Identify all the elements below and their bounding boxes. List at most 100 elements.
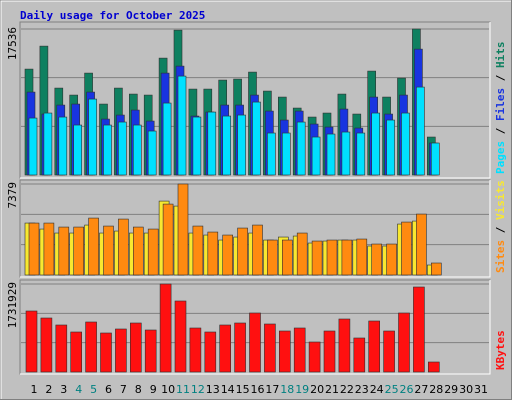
x-tick-label: 3 [60, 383, 67, 396]
bar [43, 222, 55, 276]
bar [371, 112, 381, 176]
x-tick-label: 30 [459, 383, 473, 396]
panel-bevel [20, 280, 491, 375]
bar [100, 332, 112, 373]
x-tick-label: 5 [90, 383, 97, 396]
bar [430, 262, 442, 276]
bar [386, 243, 397, 276]
x-tick-label: 13 [206, 383, 220, 396]
bar [311, 240, 323, 276]
bar [189, 327, 202, 373]
bar [28, 117, 38, 176]
legend-entry: Files [494, 88, 507, 121]
x-tick-label: 29 [444, 383, 458, 396]
bar [162, 102, 172, 176]
x-tick-label: 25 [385, 383, 399, 396]
bar [267, 132, 276, 176]
bar [368, 320, 381, 373]
panel-bevel [20, 180, 491, 278]
bar [401, 221, 412, 276]
bar [311, 136, 321, 176]
bar [192, 116, 202, 176]
legend-entry: Hits [494, 42, 507, 69]
legend: Pages / Files / Hits [494, 42, 507, 175]
x-tick-label: 8 [135, 383, 142, 396]
bar [323, 330, 336, 373]
legend-separator: / [494, 220, 507, 240]
bar [222, 234, 233, 276]
x-tick-label: 27 [414, 383, 428, 396]
x-tick-label: 22 [340, 383, 354, 396]
bar [356, 132, 366, 176]
x-tick-label: 16 [251, 383, 265, 396]
bar [40, 317, 53, 373]
bar [58, 226, 70, 276]
chart-title: Daily usage for October 2025 [20, 9, 205, 22]
legend-entry: KBytes [494, 330, 507, 370]
bar [353, 337, 366, 373]
bar [43, 112, 53, 176]
bar [118, 218, 129, 276]
x-tick-label: 6 [105, 383, 112, 396]
y-tick-label: 17536 [6, 27, 19, 60]
legend: KBytes [494, 330, 507, 370]
bar [416, 213, 427, 276]
bar [234, 322, 246, 373]
bar [25, 310, 38, 373]
x-tick-label: 23 [355, 383, 369, 396]
bar [174, 300, 187, 373]
bar [130, 322, 142, 373]
bar [383, 330, 395, 373]
bar [55, 324, 68, 373]
bar [296, 232, 308, 276]
bar [341, 239, 353, 276]
y-tick-label: 7379 [6, 182, 19, 209]
legend-entry: Sites [494, 240, 507, 273]
x-tick-label: 15 [236, 383, 250, 396]
bar [85, 321, 97, 373]
bar [207, 111, 217, 176]
x-tick-label: 20 [310, 383, 324, 396]
x-tick-label: 14 [221, 383, 235, 396]
x-tick-label: 12 [191, 383, 205, 396]
bar [278, 330, 291, 373]
bar [237, 227, 248, 276]
bar [73, 124, 82, 176]
bar [88, 98, 97, 176]
x-tick-label: 18 [280, 383, 294, 396]
bar [70, 331, 82, 373]
bar [293, 327, 306, 373]
x-tick-label: 28 [429, 383, 443, 396]
bar [252, 224, 263, 276]
bar [281, 239, 293, 276]
bar [430, 142, 440, 176]
bar [398, 312, 410, 373]
bar [222, 115, 231, 176]
x-tick-label: 11 [176, 383, 190, 396]
x-tick-label: 7 [120, 383, 127, 396]
bar [326, 133, 336, 176]
bar [118, 121, 127, 176]
x-tick-label: 19 [295, 383, 309, 396]
legend-entry: Pages [494, 141, 507, 174]
bar [296, 121, 306, 176]
bar [413, 286, 425, 373]
x-tick-label: 2 [45, 383, 52, 396]
bar [207, 231, 219, 276]
bar [338, 318, 351, 373]
bar [133, 124, 142, 176]
bar [416, 86, 425, 176]
bar [103, 124, 112, 176]
bar [326, 239, 338, 276]
bar [427, 361, 440, 373]
bar [162, 203, 174, 276]
bar [264, 323, 276, 373]
bar [133, 226, 144, 276]
y-tick-label: 1731929 [6, 282, 19, 328]
x-tick-label: 4 [75, 383, 82, 396]
bar [204, 331, 217, 373]
bar [356, 238, 368, 276]
bar [267, 239, 278, 276]
x-tick-label: 26 [400, 383, 414, 396]
